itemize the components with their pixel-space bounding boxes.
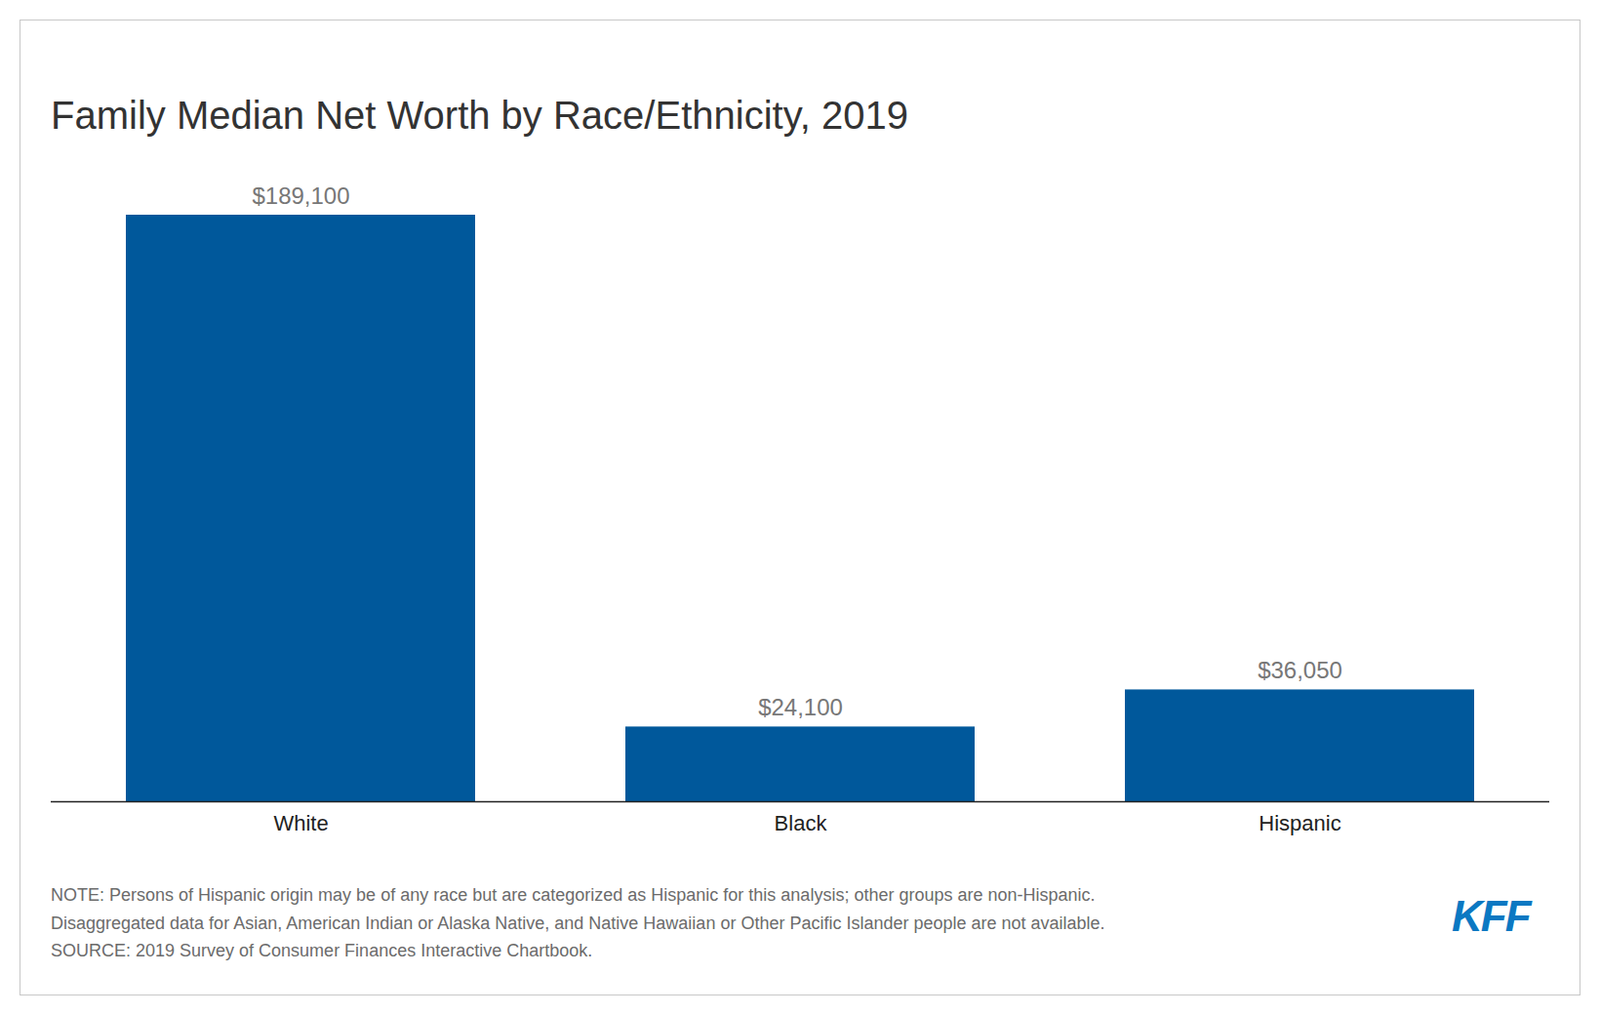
html-text:Family Median Net Worth by Rac: Family Median Net Worth by Race/Ethnicit…	[50, 93, 909, 137]
svg-text:$24,100: $24,100	[758, 693, 843, 720]
svg-text:Hispanic: Hispanic	[1258, 810, 1341, 836]
html-text:NOTE: Persons of Hispanic orig: NOTE: Persons of Hispanic origin may be …	[50, 884, 1096, 905]
svg-text:$36,050: $36,050	[1257, 656, 1343, 683]
html-text:SOURCE: 2019 Survey of Consume: SOURCE: 2019 Survey of Consumer Finances…	[50, 940, 593, 960]
svg-text:Black: Black	[774, 810, 829, 836]
html-text:KFF: KFF	[1451, 891, 1530, 940]
svg-text:White: White	[273, 810, 328, 836]
html-text:Disaggregated data for Asian,: Disaggregated data for Asian, American I…	[50, 912, 1105, 933]
svg-text:$189,100: $189,100	[251, 182, 350, 209]
